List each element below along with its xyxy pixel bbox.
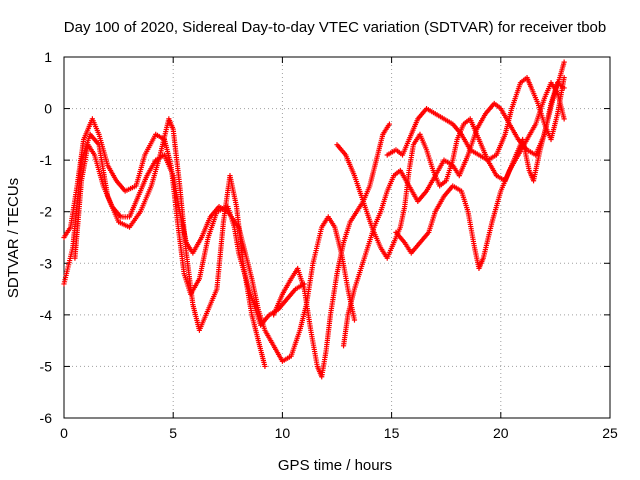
y-axis-label: SDTVAR / TECUs [5,178,22,298]
x-tick-label: 10 [275,425,291,441]
y-tick-label: -3 [40,255,53,271]
data-marks [61,59,567,380]
x-tick-label: 5 [169,425,177,441]
x-tick-label: 25 [602,425,618,441]
y-tick-label: -4 [40,307,53,323]
series-track-8 [393,80,567,272]
y-tick-label: 0 [44,101,52,117]
y-tick-label: -6 [40,410,53,426]
data-point [561,59,567,65]
y-tick-label: 1 [44,49,52,65]
x-tick-label: 0 [60,425,68,441]
x-tick-label: 20 [493,425,509,441]
data-point [561,75,567,81]
y-tick-label: -1 [40,152,53,168]
data-point [386,121,393,127]
chart-title: Day 100 of 2020, Sidereal Day-to-day VTE… [64,19,606,36]
axis-ticks: 0 5 10 15 20 25 -6 -5 -4 -3 -2 -1 0 1 [40,49,618,441]
series-track-7 [384,75,567,163]
x-axis-label: GPS time / hours [278,457,392,474]
y-tick-label: -5 [40,358,53,374]
data-point [262,363,268,370]
series-track-3 [72,142,358,364]
series-track-4 [271,121,393,380]
y-tick-label: -2 [40,204,53,220]
x-tick-label: 15 [384,425,400,441]
data-point [561,116,567,122]
data-point [351,317,358,323]
